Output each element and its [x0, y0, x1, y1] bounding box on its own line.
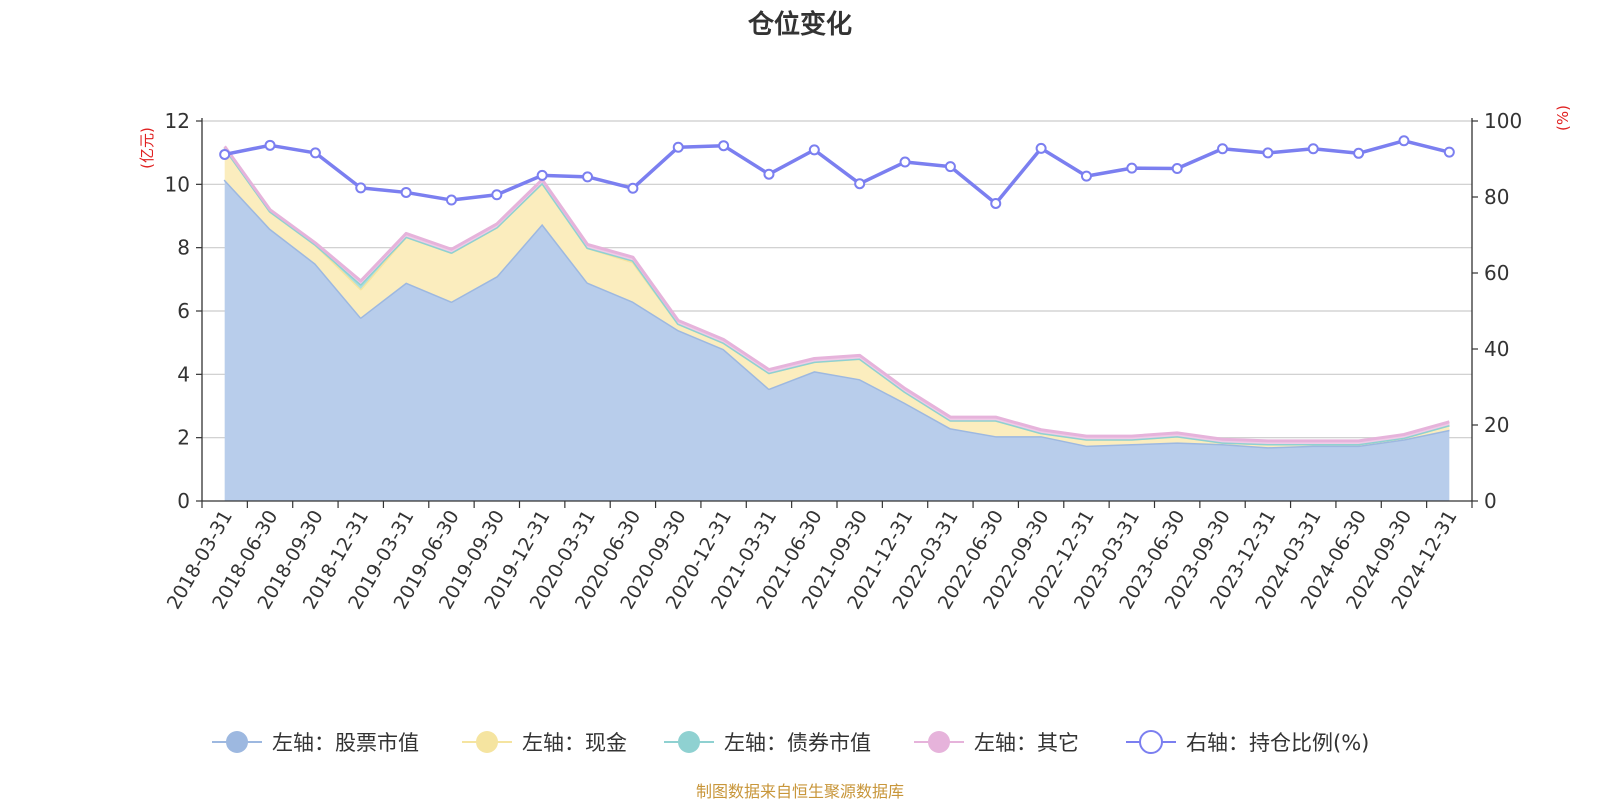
- ratio-point: [264, 139, 276, 151]
- ratio-point: [944, 161, 956, 173]
- right-tick-label: 100: [1484, 109, 1522, 133]
- ratio-point: [309, 147, 321, 159]
- right-tick-label: 80: [1484, 185, 1509, 209]
- legend-label: 右轴：持仓比例(%): [1186, 731, 1369, 755]
- ratio-point: [808, 144, 820, 156]
- legend-label: 左轴：股票市值: [272, 731, 419, 755]
- ratio-point: [899, 156, 911, 168]
- legend-swatch-dot: [476, 731, 498, 753]
- ratio-point: [990, 197, 1002, 209]
- legend-item[interactable]: 右轴：持仓比例(%): [1126, 730, 1369, 755]
- right-axis-unit: (%): [1554, 105, 1572, 131]
- ratio-point: [219, 148, 231, 160]
- ratio-point: [1080, 170, 1092, 182]
- area-现金: [224, 147, 1450, 448]
- legend-item[interactable]: 左轴：现金: [462, 731, 627, 755]
- ratio-point: [1126, 162, 1138, 174]
- legend-item[interactable]: 左轴：其它: [914, 731, 1079, 755]
- ratio-point: [1307, 143, 1319, 155]
- right-tick-label: 0: [1484, 489, 1497, 513]
- ratio-point: [672, 141, 684, 153]
- ratio-point: [491, 189, 503, 201]
- legend-label: 左轴：债券市值: [724, 731, 871, 755]
- right-tick-label: 40: [1484, 337, 1509, 361]
- ratio-point: [400, 186, 412, 198]
- ratio-point: [627, 182, 639, 194]
- chart-title: 仓位变化: [747, 10, 852, 40]
- ratio-point: [1035, 142, 1047, 154]
- legend-label: 左轴：其它: [974, 731, 1079, 755]
- legend-label: 左轴：现金: [522, 731, 627, 755]
- ratio-point: [355, 182, 367, 194]
- legend-swatch-dot: [928, 731, 950, 753]
- ratio-line: [224, 139, 1450, 206]
- ratio-point: [445, 194, 457, 206]
- ratio-point: [582, 171, 594, 183]
- left-tick-label: 8: [177, 236, 190, 260]
- legend[interactable]: 左轴：股票市值 左轴：现金 左轴：债券市值 左轴：其它 右轴：持仓比例(%): [212, 730, 1369, 755]
- left-tick-label: 4: [177, 362, 190, 386]
- left-tick-label: 0: [177, 489, 190, 513]
- legend-swatch-dot: [226, 731, 248, 753]
- legend-swatch-dot: [678, 731, 700, 753]
- ratio-point: [718, 140, 730, 152]
- left-tick-label: 10: [165, 172, 190, 196]
- area-股票市值: [224, 179, 1450, 501]
- ratio-point: [1443, 146, 1455, 158]
- left-tick-label: 2: [177, 426, 190, 450]
- source-note: 制图数据来自恒生聚源数据库: [695, 782, 904, 801]
- ratio-point: [536, 169, 548, 181]
- ratio-point: [854, 178, 866, 190]
- left-tick-label: 12: [165, 109, 190, 133]
- left-tick-label: 6: [177, 299, 190, 323]
- area-line-其它: [223, 145, 1450, 443]
- ratio-line-layer: [219, 135, 1455, 209]
- right-tick-label: 60: [1484, 261, 1509, 285]
- ratio-point: [1398, 135, 1410, 147]
- ratio-point: [1171, 163, 1183, 174]
- legend-item[interactable]: 左轴：债券市值: [664, 731, 871, 755]
- stacked-areas: [223, 145, 1450, 501]
- ratio-point: [763, 168, 775, 180]
- legend-swatch-dot: [1139, 730, 1163, 754]
- right-tick-label: 20: [1484, 413, 1509, 437]
- ratio-point: [1217, 143, 1229, 155]
- left-axis-unit: (亿元): [138, 127, 156, 169]
- ratio-point: [1353, 147, 1365, 159]
- legend-item[interactable]: 左轴：股票市值: [212, 731, 419, 755]
- ratio-point: [1262, 147, 1274, 159]
